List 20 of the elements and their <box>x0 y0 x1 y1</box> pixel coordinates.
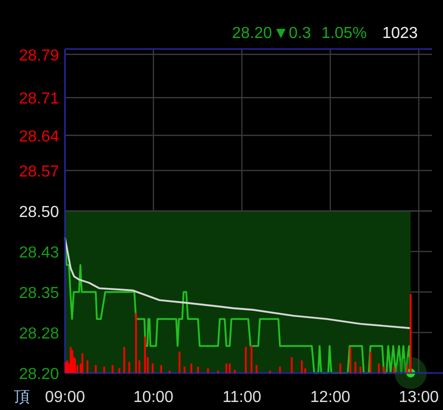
x-tick-label: 11:00 <box>222 389 262 406</box>
y-tick-label: 28.28 <box>18 326 60 342</box>
text: ▼0.3 <box>272 25 312 42</box>
text: 1.05% <box>321 25 367 42</box>
line-series <box>64 237 412 330</box>
x-tick-label: 13:00 <box>398 389 439 406</box>
x-tick-label: 10:00 <box>133 389 174 406</box>
text: 1023 <box>382 25 418 42</box>
y-tick-label: 28.43 <box>18 244 60 262</box>
y-tick-label: 28.57 <box>18 164 60 180</box>
x-tick-label: 12:00 <box>310 389 350 406</box>
y-tick-label: 28.20 <box>18 366 60 383</box>
y-tick-label: 28.79 <box>18 47 60 64</box>
y-tick-label: 28.50 <box>18 204 60 221</box>
x-tick-label: 09:00 <box>44 389 86 406</box>
text: 頂 <box>14 389 30 406</box>
y-tick-label: 28.35 <box>18 285 60 302</box>
text: 28.20 <box>232 25 272 42</box>
y-tick-label: 28.64 <box>18 128 60 146</box>
y-tick-label: 28.71 <box>18 90 60 108</box>
